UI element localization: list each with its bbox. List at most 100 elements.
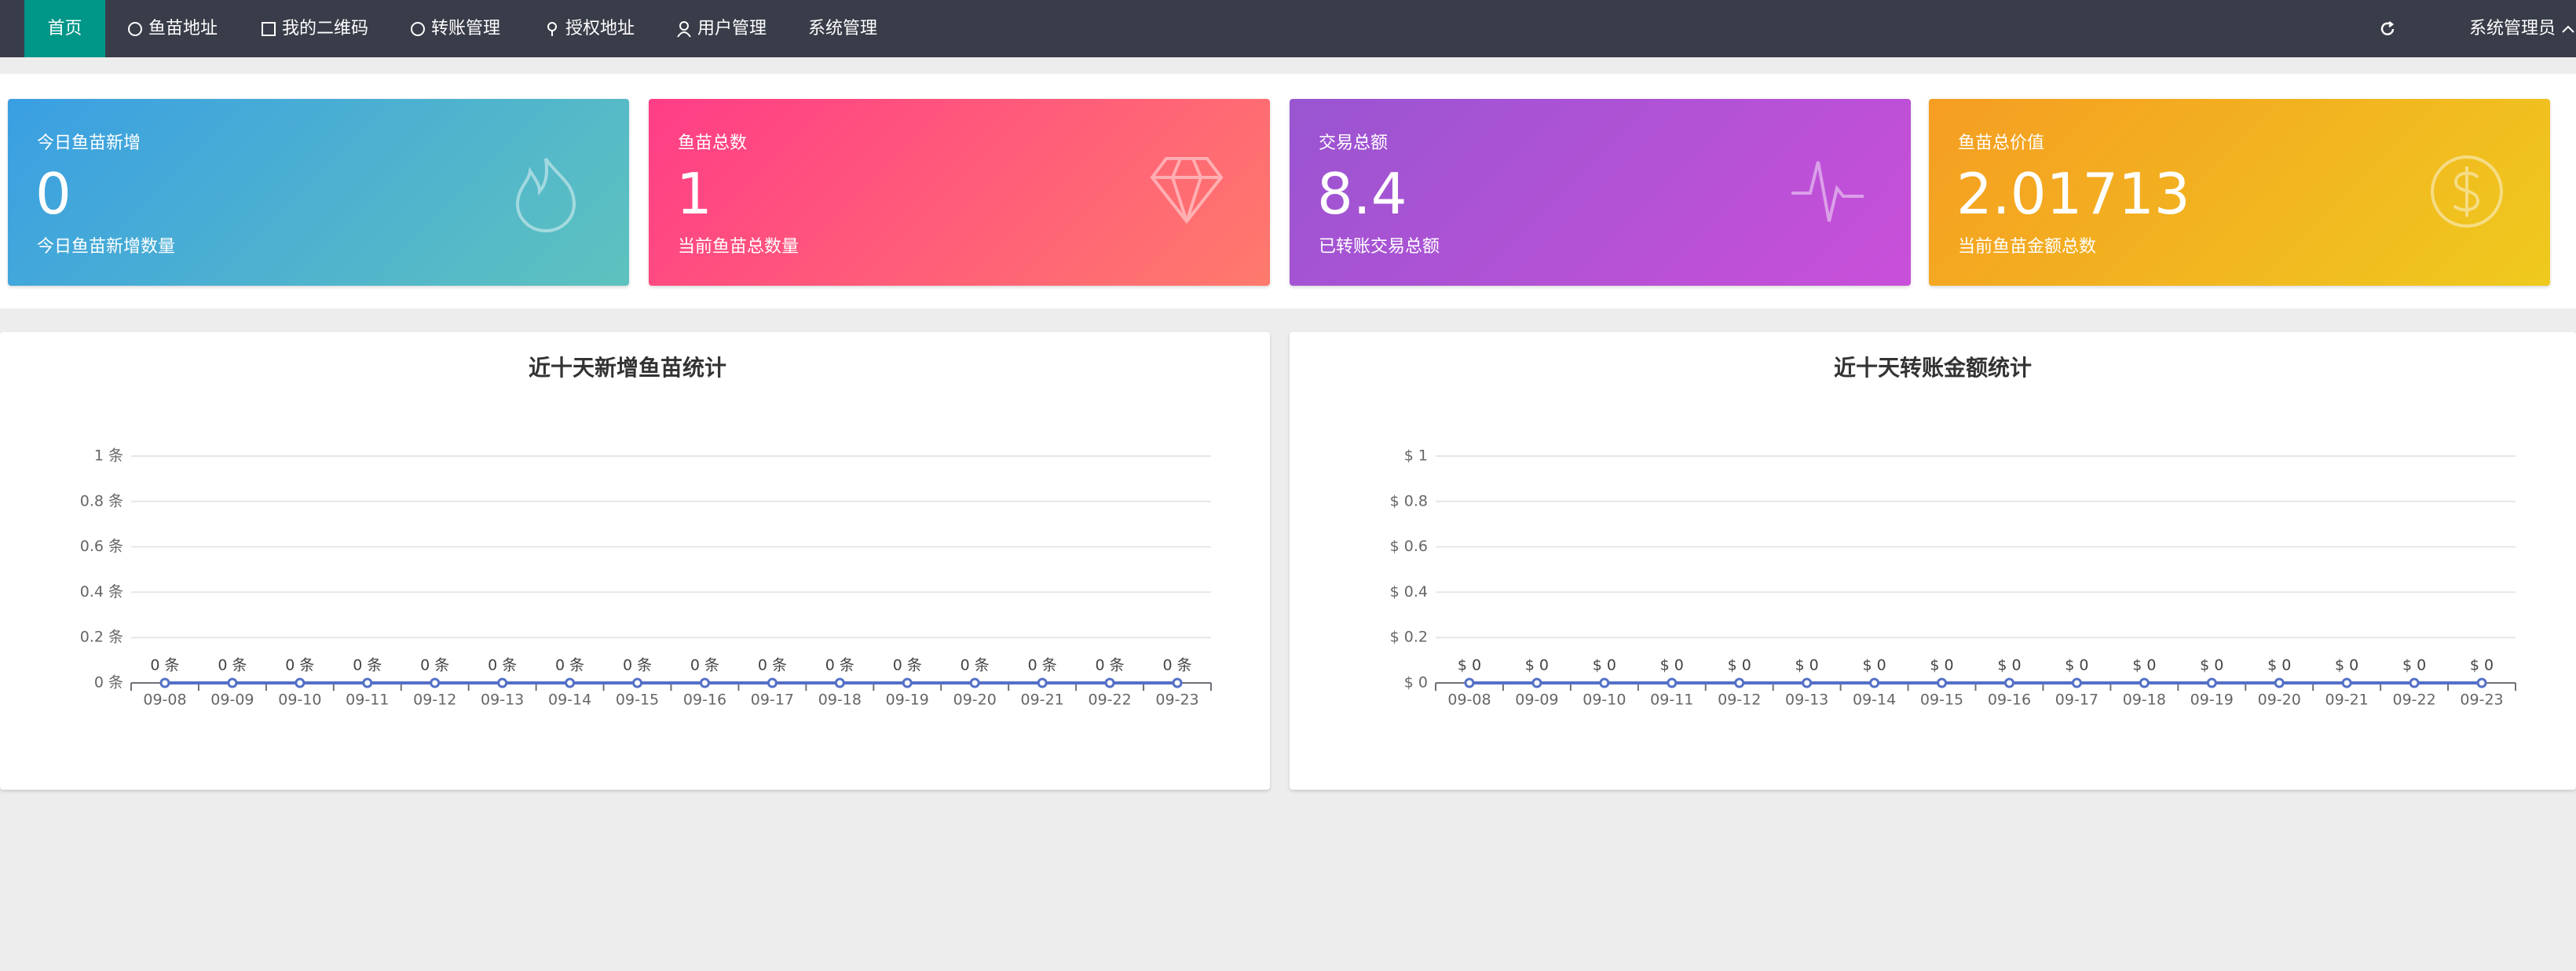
x-tick-label: 09-18	[2123, 692, 2166, 709]
point	[699, 677, 710, 688]
nav-item[interactable]: 授权地址	[543, 0, 635, 57]
value-label: $ 0	[2402, 657, 2426, 674]
x-tick-label: 09-15	[1920, 692, 1963, 709]
card-value: 1	[676, 161, 712, 227]
nav-item[interactable]: 系统管理	[808, 0, 877, 57]
x-tick-label: 09-12	[1718, 692, 1761, 709]
value-label: 0 条	[555, 657, 584, 674]
user-name: 系统管理员	[2469, 19, 2556, 38]
icon	[2431, 155, 2503, 228]
nav-item[interactable]: 我的二维码	[260, 0, 368, 57]
nav-label: 转账管理	[431, 19, 501, 38]
y-tick-label: 0.6 条	[80, 538, 123, 555]
value-label: $ 0	[2267, 657, 2291, 674]
x-tick-label: 09-16	[683, 692, 726, 709]
point	[1599, 677, 1610, 688]
nav-item[interactable]: 鱼苗地址	[126, 0, 218, 57]
y-tick-label: 1 条	[94, 447, 123, 465]
stat-card: 鱼苗总数 1 当前鱼苗总数量	[649, 99, 1270, 286]
x-tick-label: 09-10	[278, 692, 321, 709]
y-tick-label: $ 0	[1404, 674, 1428, 692]
value-label: 0 条	[353, 657, 382, 674]
point	[1172, 677, 1183, 688]
point	[2341, 677, 2352, 688]
value-label: 0 条	[1096, 657, 1125, 674]
point	[632, 677, 643, 688]
nav-item[interactable]: 首页	[24, 0, 105, 57]
x-tick-label: 09-19	[886, 692, 929, 709]
icon	[677, 21, 691, 38]
point	[362, 677, 373, 688]
nav-item[interactable]: 转账管理	[409, 0, 500, 57]
y-tick-label: $ 0.4	[1390, 583, 1428, 600]
x-tick-label: 09-10	[1583, 692, 1626, 709]
value-label: 0 条	[893, 657, 922, 674]
card-title: 鱼苗总数	[678, 133, 748, 153]
y-tick-label: $ 1	[1404, 447, 1428, 465]
point	[2476, 677, 2487, 688]
x-tick-label: 09-08	[1447, 692, 1491, 709]
x-tick-label: 09-22	[2392, 692, 2435, 709]
y-tick-label: $ 0.2	[1390, 629, 1428, 646]
value-label: 0 条	[285, 657, 314, 674]
card-value: 0	[35, 161, 71, 227]
point	[1802, 677, 1813, 688]
point	[1667, 677, 1678, 688]
value-label: 0 条	[420, 657, 449, 674]
point	[295, 677, 306, 688]
chart-title: 近十天转账金额统计	[1834, 355, 2032, 381]
stat-card: 交易总额 8.4 已转账交易总额	[1290, 99, 1911, 286]
x-tick-label: 09-09	[210, 692, 254, 709]
card-value: 8.4	[1317, 161, 1407, 227]
y-tick-label: 0.2 条	[80, 629, 123, 646]
point	[2071, 677, 2082, 688]
value-label: 0 条	[961, 657, 990, 674]
x-tick-label: 09-09	[1515, 692, 1558, 709]
x-tick-label: 09-23	[2460, 692, 2503, 709]
x-tick-label: 09-21	[1021, 692, 1064, 709]
value-label: $ 0	[1660, 657, 1684, 674]
nav-label: 授权地址	[565, 19, 635, 38]
stat-card: 鱼苗总价值 2.01713 当前鱼苗金额总数	[1929, 99, 2550, 286]
value-label: 0 条	[690, 657, 719, 674]
nav-item[interactable]: 用户管理	[675, 0, 767, 57]
value-label: $ 0	[1458, 657, 1481, 674]
x-tick-label: 09-23	[1155, 692, 1198, 709]
nav-label: 我的二维码	[282, 19, 369, 38]
point	[2274, 677, 2285, 688]
point	[497, 677, 508, 688]
value-label: $ 0	[2132, 657, 2156, 674]
card-title: 今日鱼苗新增	[37, 133, 141, 153]
value-label: $ 0	[2335, 657, 2358, 674]
chart-panel	[1290, 332, 2576, 790]
value-label: $ 0	[1862, 657, 1886, 674]
point	[1734, 677, 1745, 688]
value-label: 0 条	[1028, 657, 1057, 674]
x-tick-label: 09-18	[818, 692, 862, 709]
value-label: $ 0	[1593, 657, 1616, 674]
point	[1464, 677, 1475, 688]
x-tick-label: 09-19	[2190, 692, 2234, 709]
card-title: 交易总额	[1319, 133, 1389, 153]
x-tick-label: 09-21	[2325, 692, 2369, 709]
x-tick-label: 09-22	[1088, 692, 1131, 709]
x-tick-label: 09-20	[953, 692, 997, 709]
y-tick-label: 0 条	[94, 674, 123, 692]
point	[1531, 677, 1542, 688]
point	[227, 677, 238, 688]
chart-title: 近十天新增鱼苗统计	[529, 355, 726, 381]
user-menu[interactable]: 系统管理员	[2469, 0, 2576, 57]
point	[1937, 677, 1948, 688]
card-subtitle: 当前鱼苗总数量	[678, 237, 800, 257]
refresh[interactable]	[2378, 0, 2402, 57]
point	[2409, 677, 2420, 688]
point	[2003, 677, 2014, 688]
x-tick-label: 09-15	[616, 692, 659, 709]
point	[565, 677, 576, 688]
x-tick-label: 09-12	[413, 692, 456, 709]
nav-label: 鱼苗地址	[148, 19, 218, 38]
nav-label: 用户管理	[697, 19, 767, 38]
icon	[2380, 21, 2395, 35]
point	[902, 677, 913, 688]
